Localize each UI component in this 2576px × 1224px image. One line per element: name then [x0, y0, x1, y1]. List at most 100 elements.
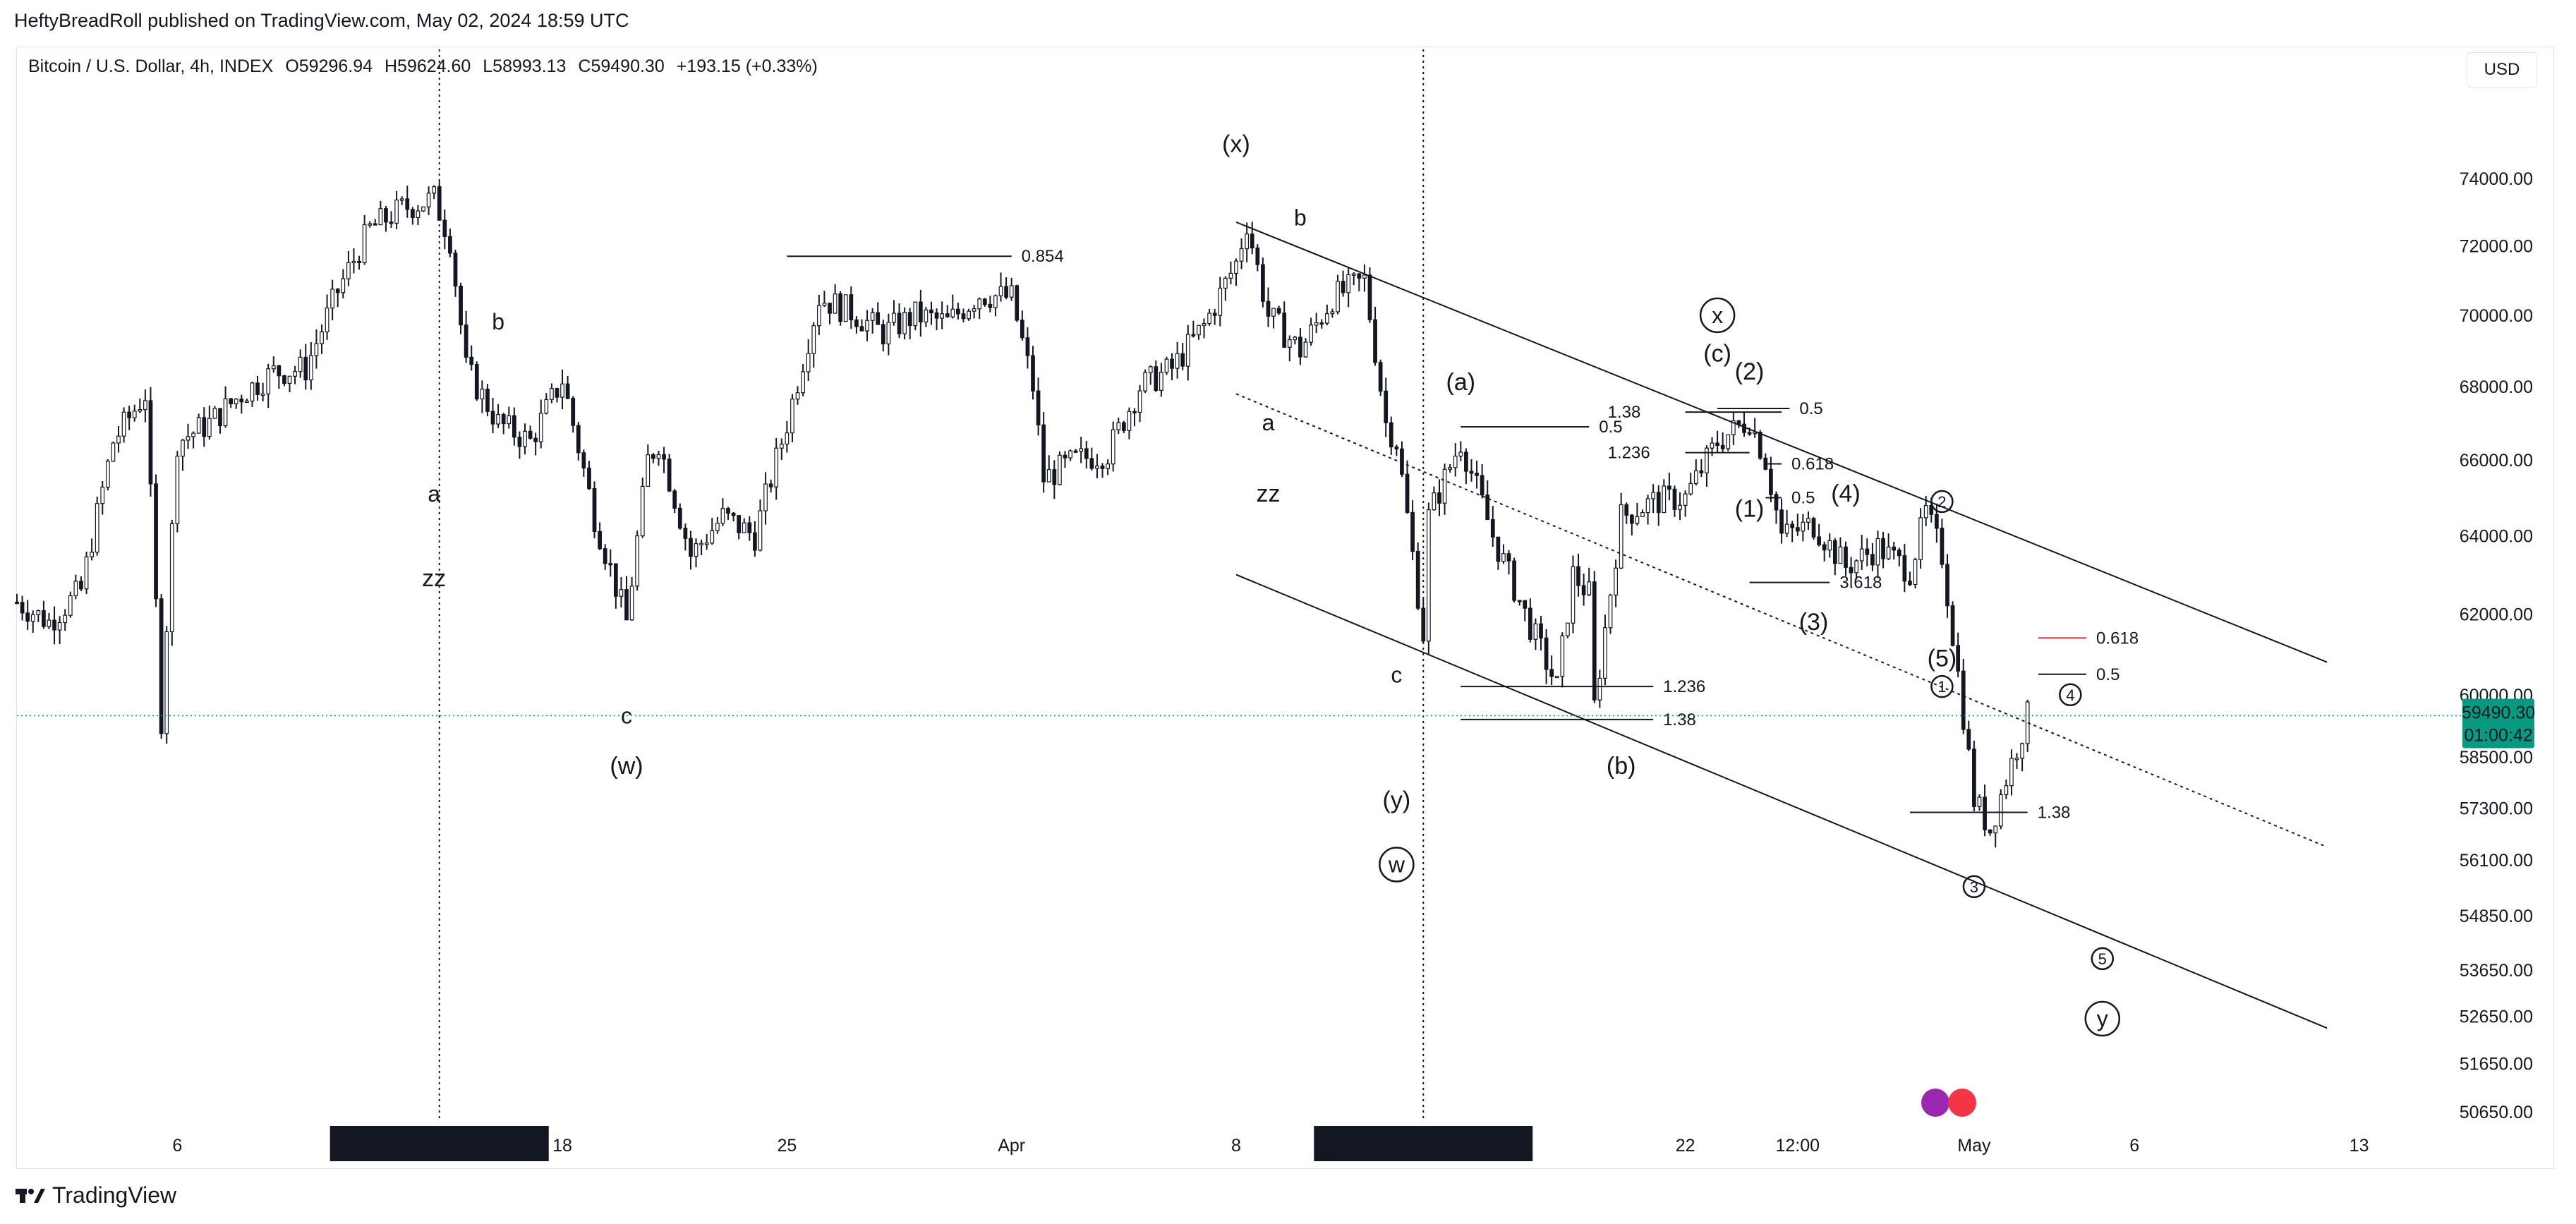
candle-body: [1811, 518, 1816, 538]
candle-body: [677, 507, 682, 529]
candle-body: [1827, 540, 1832, 551]
candle-body: [592, 487, 597, 533]
candle-body: [2014, 758, 2019, 761]
candle-body: [1239, 248, 1244, 262]
candle-body: [164, 631, 169, 734]
candle-body: [255, 382, 260, 395]
candle-body: [785, 432, 790, 445]
x-axis-tick-label: 25: [777, 1136, 797, 1156]
candle-body: [1881, 538, 1885, 559]
candle-body: [1913, 559, 1918, 586]
candle-body: [1731, 420, 1736, 435]
symbol-name[interactable]: Bitcoin / U.S. Dollar, 4h, INDEX: [28, 56, 274, 76]
crosshair-date-badge: [1314, 1126, 1533, 1161]
candle-body: [1571, 566, 1576, 624]
candle-body: [560, 383, 564, 398]
candle-body: [1983, 796, 1987, 830]
candle-body: [1442, 468, 1447, 504]
flag-icon[interactable]: [1948, 1089, 1976, 1117]
candle-body: [1276, 308, 1281, 314]
elliott-wave-circled-label: w: [1388, 852, 1405, 877]
candle-body: [1218, 287, 1223, 316]
crosshair-date-label: Sat 13 Apr '24 20:00: [1343, 1134, 1503, 1154]
candle-body: [587, 467, 591, 490]
candle-body: [538, 413, 543, 442]
trend-channel-line[interactable]: [1235, 393, 2328, 848]
candle-body: [704, 543, 709, 545]
candle-body: [181, 440, 185, 457]
candle-body: [1346, 274, 1351, 293]
candle-body: [1089, 458, 1094, 469]
fib-level-label: 0.5: [1791, 488, 1815, 507]
x-axis-tick-label: May: [1957, 1136, 1991, 1156]
y-axis-tick-label: 50650.00: [2460, 1103, 2533, 1122]
candle-body: [1367, 274, 1372, 320]
candle-body: [73, 581, 78, 597]
candle-body: [1378, 362, 1383, 392]
candle-body: [1902, 555, 1907, 582]
candle-body: [501, 414, 506, 425]
candle-body: [1822, 544, 1827, 551]
candle-body: [902, 312, 907, 334]
candle-body: [811, 325, 816, 354]
candle-body: [1603, 627, 1607, 679]
candle-body: [1523, 600, 1528, 609]
candle-body: [1490, 519, 1495, 538]
currency-button[interactable]: USD: [2467, 52, 2537, 87]
candle-body: [1100, 465, 1105, 469]
candle-body: [972, 308, 976, 312]
candle-body: [918, 301, 923, 322]
candle-body: [266, 368, 271, 395]
y-axis-tick-label: 62000.00: [2460, 605, 2533, 624]
candle-body: [1988, 829, 1993, 834]
candle-body: [1271, 308, 1276, 317]
candle-body: [544, 399, 549, 414]
candle-body: [121, 411, 126, 437]
candle-body: [346, 262, 351, 279]
candle-body: [378, 208, 383, 226]
candle-body: [68, 595, 73, 616]
candle-body: [886, 322, 891, 345]
candle-body: [1753, 432, 1758, 435]
candle-body: [1180, 353, 1185, 367]
candle-body: [913, 301, 918, 327]
candle-body: [1384, 390, 1389, 423]
candle-body: [1844, 546, 1848, 568]
candle-body: [1405, 473, 1410, 514]
candle-body: [1453, 455, 1458, 468]
ohlc-change: +193.15 (+0.33%): [676, 56, 818, 76]
candle-body: [747, 522, 752, 533]
candle-body: [15, 601, 19, 605]
candle-body: [1175, 353, 1180, 369]
elliott-wave-circle: [1930, 674, 1954, 698]
symbol-legend: Bitcoin / U.S. Dollar, 4h, INDEX O59296.…: [28, 56, 825, 77]
candle-body: [1998, 794, 2003, 827]
y-axis-tick-label: 57300.00: [2460, 799, 2533, 818]
fib-level-label: 0.618: [2096, 629, 2139, 648]
trend-channel-line[interactable]: [1235, 574, 2328, 1029]
candle-body: [1758, 432, 1762, 459]
elliott-wave-circle: [2084, 1000, 2121, 1037]
candle-body: [950, 308, 955, 317]
footer-brand[interactable]: TradingView: [16, 1182, 176, 1208]
candle-body: [1784, 523, 1789, 534]
lightning-icon[interactable]: [1921, 1089, 1949, 1117]
candle-body: [1710, 442, 1715, 449]
candle-body: [426, 193, 431, 207]
candle-body: [410, 209, 415, 218]
elliott-wave-circled-label: 2: [1937, 493, 1946, 511]
y-axis-tick-label: 56100.00: [2460, 851, 2533, 871]
fib-level-label: 0.5: [1599, 418, 1622, 437]
candle-body: [459, 285, 463, 326]
candle-body: [1806, 518, 1810, 523]
candle-body: [116, 435, 121, 444]
candle-body: [737, 515, 742, 533]
candle-body: [507, 415, 512, 425]
candle-body: [1662, 485, 1667, 514]
candle-body: [1245, 234, 1250, 250]
candle-body: [565, 383, 570, 399]
x-axis-tick-label: 12:00: [1776, 1136, 1820, 1156]
x-axis-tick-label: 13: [2350, 1136, 2369, 1156]
trend-channel-line[interactable]: [1235, 221, 2328, 663]
